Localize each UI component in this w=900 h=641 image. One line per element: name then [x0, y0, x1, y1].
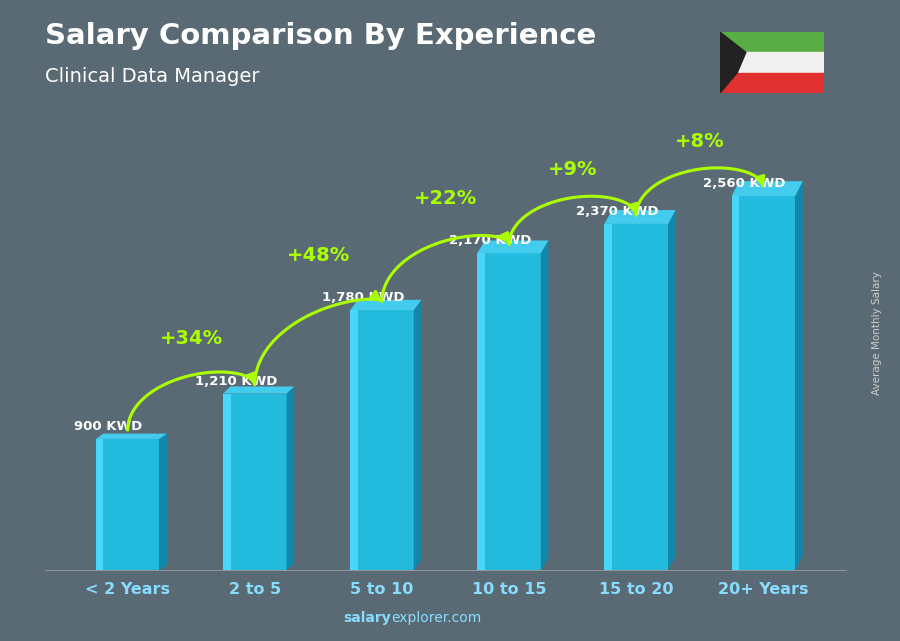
Bar — [96, 439, 159, 570]
Bar — [732, 196, 739, 570]
Polygon shape — [96, 433, 167, 439]
Polygon shape — [286, 387, 294, 570]
Bar — [605, 224, 612, 570]
Bar — [223, 394, 286, 570]
Polygon shape — [668, 210, 676, 570]
Polygon shape — [350, 300, 421, 310]
Bar — [477, 253, 541, 570]
Bar — [350, 310, 358, 570]
Text: +8%: +8% — [675, 132, 724, 151]
Polygon shape — [477, 240, 548, 253]
Polygon shape — [605, 210, 676, 224]
Text: Average Monthly Salary: Average Monthly Salary — [872, 271, 883, 395]
Text: +9%: +9% — [548, 160, 598, 179]
Text: 1,780 KWD: 1,780 KWD — [321, 292, 404, 304]
Bar — [477, 253, 485, 570]
Polygon shape — [720, 32, 746, 93]
Polygon shape — [541, 240, 548, 570]
Polygon shape — [159, 433, 167, 570]
Text: 2,560 KWD: 2,560 KWD — [703, 178, 786, 190]
Bar — [720, 53, 824, 72]
Text: 900 KWD: 900 KWD — [75, 420, 143, 433]
Text: +34%: +34% — [159, 329, 223, 348]
Text: +48%: +48% — [287, 246, 350, 265]
Polygon shape — [732, 181, 803, 196]
Text: Salary Comparison By Experience: Salary Comparison By Experience — [45, 22, 596, 51]
Text: Clinical Data Manager: Clinical Data Manager — [45, 67, 259, 87]
Bar — [732, 196, 795, 570]
Text: 1,210 KWD: 1,210 KWD — [194, 375, 277, 388]
Text: 2,370 KWD: 2,370 KWD — [576, 205, 659, 218]
Polygon shape — [223, 387, 294, 394]
Bar — [223, 394, 230, 570]
Bar — [720, 32, 824, 53]
Bar — [605, 224, 668, 570]
Text: +22%: +22% — [414, 189, 477, 208]
Bar — [350, 310, 414, 570]
Text: salary: salary — [344, 611, 392, 625]
Text: explorer.com: explorer.com — [392, 611, 482, 625]
Polygon shape — [795, 181, 803, 570]
Polygon shape — [414, 300, 421, 570]
Bar — [720, 72, 824, 93]
Text: 2,170 KWD: 2,170 KWD — [449, 235, 531, 247]
Bar — [96, 439, 104, 570]
